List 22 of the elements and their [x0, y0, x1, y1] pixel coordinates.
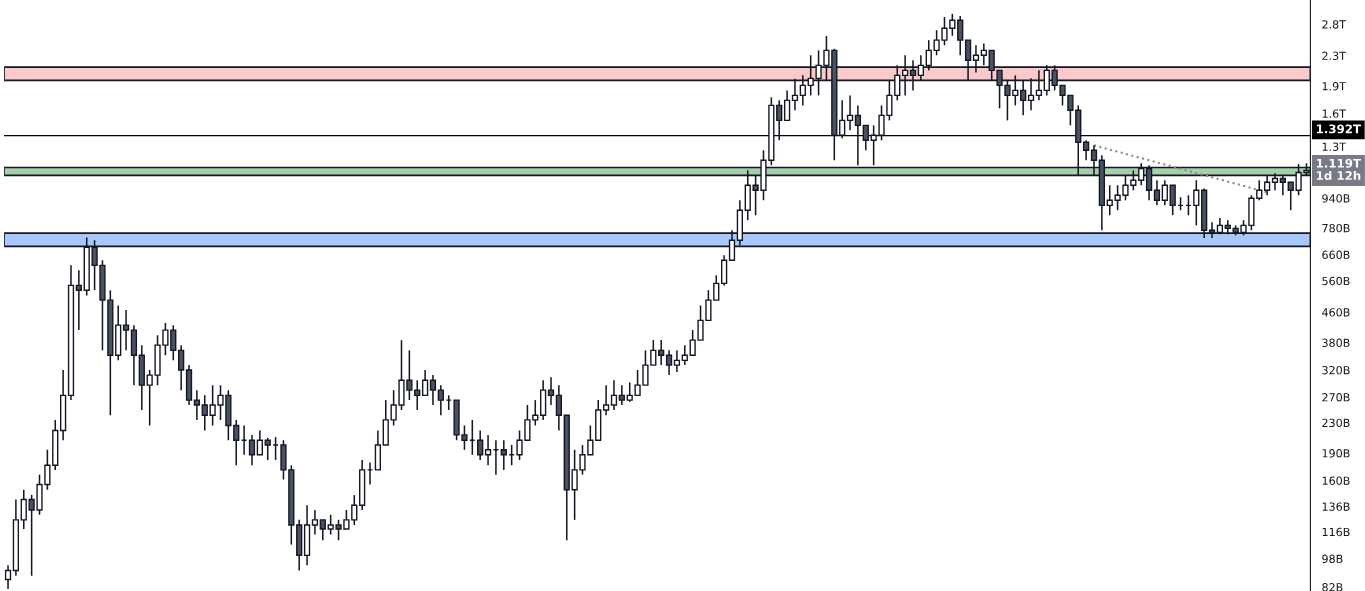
y-tick-label: 98B [1322, 554, 1343, 564]
text: 1.119T 1d 12h [1316, 158, 1361, 181]
y-tick-label: 320B [1322, 365, 1350, 375]
y-tick-label: 660B [1322, 250, 1350, 259]
y-tick-label: 940B [1322, 194, 1350, 203]
y-tick-label: 460B [1322, 308, 1350, 317]
y-tick-label: 1.3T [1322, 142, 1346, 151]
y-tick-label: 116B [1322, 527, 1350, 537]
y-tick-label: 136B [1322, 502, 1350, 511]
ref-line-label: 1.392T [1316, 124, 1361, 134]
y-tick-label: 82B [1322, 583, 1343, 591]
y-tick-label: 230B [1322, 418, 1350, 428]
y-tick-label: 780B [1322, 223, 1350, 233]
y-tick-label: 1.9T [1322, 82, 1346, 91]
y-tick-label: 560B [1322, 276, 1350, 286]
y-tick-label: 160B [1322, 476, 1350, 485]
y-tick-label: 2.8T [1322, 20, 1346, 29]
y-tick-label: 1.6T [1322, 109, 1346, 118]
y-tick-label: 2.3T [1322, 51, 1346, 60]
y-tick-label: 270B [1322, 393, 1350, 402]
y-tick-label: 380B [1322, 338, 1350, 347]
y-tick-label: 190B [1322, 449, 1350, 458]
